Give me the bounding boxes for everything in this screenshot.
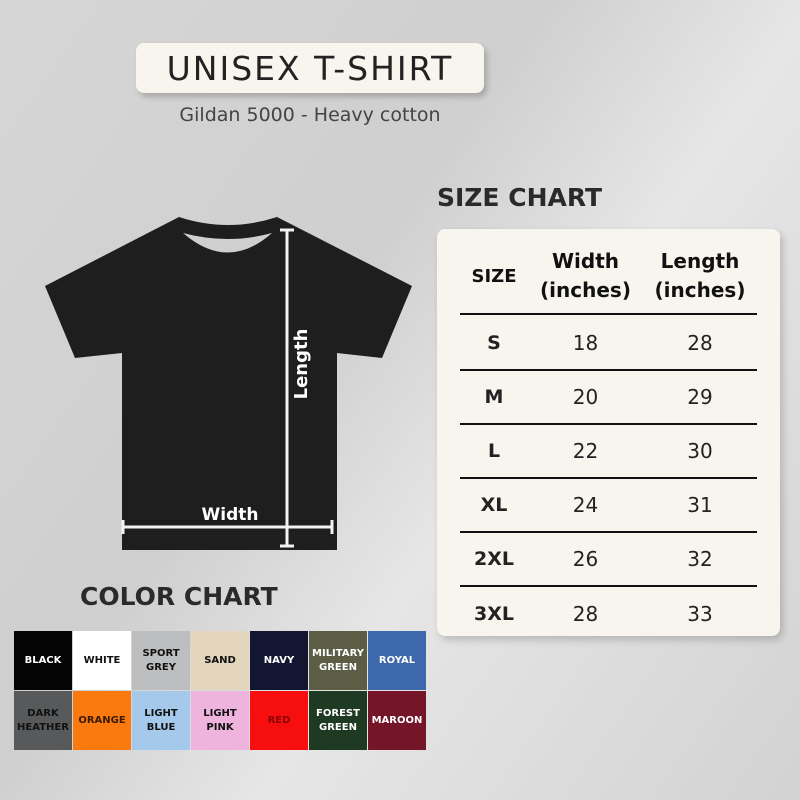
table-row: 3XL 28 33 bbox=[460, 587, 757, 641]
color-swatch[interactable]: SAND bbox=[191, 631, 249, 690]
cell-width: 18 bbox=[572, 331, 599, 355]
table-row: XL 24 31 bbox=[460, 479, 757, 533]
color-chart-heading: COLOR CHART bbox=[80, 582, 278, 611]
cell-width: 24 bbox=[572, 493, 599, 517]
cell-length: 33 bbox=[687, 602, 713, 626]
table-row: L 22 30 bbox=[460, 425, 757, 479]
width-measure-line bbox=[121, 520, 334, 534]
subtitle: Gildan 5000 - Heavy cotton bbox=[179, 104, 441, 126]
tshirt-neck-inner bbox=[183, 233, 272, 253]
color-swatch[interactable]: LIGHT PINK bbox=[191, 691, 249, 750]
column-header-size: SIZE bbox=[471, 265, 517, 287]
length-label: Length bbox=[291, 329, 312, 400]
color-swatch[interactable]: BLACK bbox=[14, 631, 72, 690]
cell-width: 20 bbox=[572, 385, 599, 409]
table-row: S 18 28 bbox=[460, 317, 757, 371]
cell-size: XL bbox=[480, 494, 508, 516]
cell-length: 31 bbox=[687, 493, 713, 517]
color-swatch-grid: BLACK WHITE SPORT GREY SAND NAVY MILITARY GRE… bbox=[14, 631, 426, 750]
cell-width: 26 bbox=[572, 547, 599, 571]
cell-size: 2XL bbox=[474, 548, 514, 570]
cell-width: 22 bbox=[572, 439, 599, 463]
color-swatch[interactable]: SPORT GREY bbox=[132, 631, 190, 690]
color-swatch[interactable]: RED bbox=[250, 691, 308, 750]
size-chart-table: SIZE Width (inches) Length (inches) S 18 2… bbox=[437, 229, 780, 636]
color-swatch[interactable]: WHITE bbox=[73, 631, 131, 690]
cell-size: 3XL bbox=[474, 603, 514, 625]
table-row: M 20 29 bbox=[460, 371, 757, 425]
cell-length: 28 bbox=[687, 331, 713, 355]
color-swatch[interactable]: LIGHT BLUE bbox=[132, 691, 190, 750]
length-measure-line bbox=[280, 228, 294, 548]
color-swatch[interactable]: MILITARY GREEN bbox=[309, 631, 367, 690]
color-swatch[interactable]: ROYAL bbox=[368, 631, 426, 690]
column-header-width: Width (inches) bbox=[540, 249, 631, 302]
cell-size: L bbox=[487, 440, 501, 462]
cell-length: 30 bbox=[687, 439, 713, 463]
size-chart-heading: SIZE CHART bbox=[437, 183, 603, 212]
color-swatch[interactable]: DARK HEATHER bbox=[14, 691, 72, 750]
color-swatch[interactable]: NAVY bbox=[250, 631, 308, 690]
tshirt-shape bbox=[45, 217, 412, 550]
cell-width: 28 bbox=[572, 602, 599, 626]
color-swatch[interactable]: ORANGE bbox=[73, 691, 131, 750]
page-title: UNISEX T-SHIRT bbox=[166, 48, 454, 88]
cell-length: 32 bbox=[687, 547, 713, 571]
table-row: 2XL 26 32 bbox=[460, 533, 757, 587]
cell-size: M bbox=[484, 386, 504, 408]
cell-length: 29 bbox=[687, 385, 713, 409]
width-label: Width bbox=[202, 505, 259, 525]
table-header: SIZE Width (inches) Length (inches) bbox=[460, 239, 757, 315]
title-banner: UNISEX T-SHIRT bbox=[136, 43, 484, 93]
color-swatch[interactable]: MAROON bbox=[368, 691, 426, 750]
cell-size: S bbox=[487, 332, 501, 354]
color-swatch[interactable]: FOREST GREEN bbox=[309, 691, 367, 750]
column-header-length: Length (inches) bbox=[654, 249, 746, 302]
